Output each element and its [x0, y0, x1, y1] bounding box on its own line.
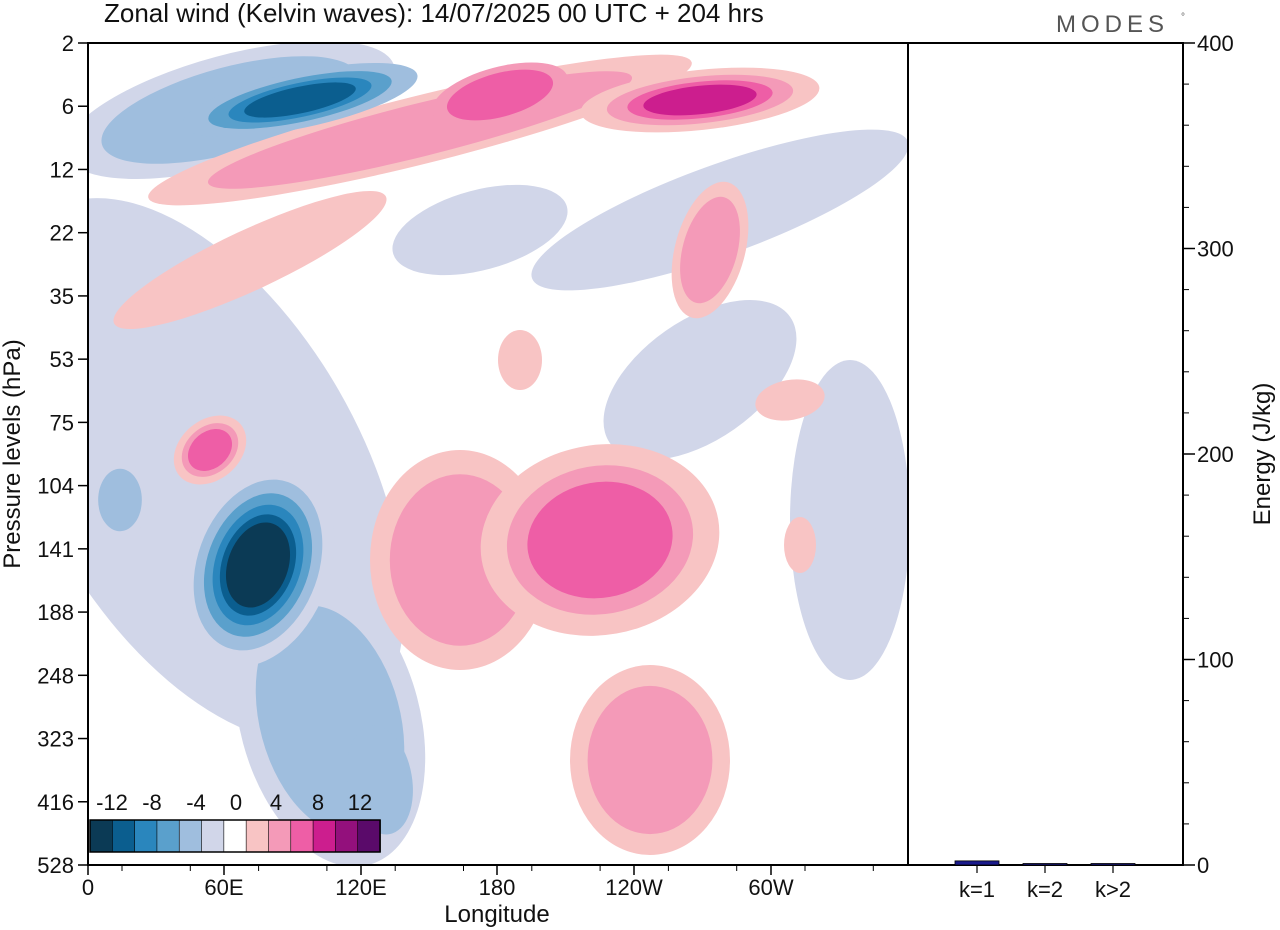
energy-tick-label: 100 — [1197, 648, 1234, 673]
colorbar-label: 12 — [348, 790, 372, 815]
colorbar-swatch — [290, 819, 314, 853]
x-tick-label: 180 — [479, 875, 516, 900]
energy-axis-label: Energy (J/kg) — [1249, 383, 1276, 526]
colorbar-swatch — [335, 819, 359, 853]
y-tick-label: 6 — [62, 94, 74, 119]
y-tick-label: 2 — [62, 31, 74, 56]
brand-logo: MODES — [1056, 11, 1169, 38]
positive-patch — [498, 330, 542, 390]
colorbar-swatch — [134, 819, 158, 853]
colorbar-swatch — [223, 819, 247, 853]
y-tick-label: 188 — [37, 600, 74, 625]
energy-bar — [1022, 863, 1068, 866]
positive-max-upper-right — [643, 84, 757, 116]
energy-tick-label: 400 — [1197, 31, 1234, 56]
negative-patch — [844, 410, 896, 530]
negative-patch-lower — [347, 725, 413, 835]
x-tick-label: 60E — [204, 875, 243, 900]
colorbar-swatch — [357, 819, 381, 853]
energy-category-label: k>2 — [1095, 877, 1131, 902]
colorbar-frame — [89, 819, 381, 853]
wind-field — [88, 43, 908, 865]
colorbar-label: -4 — [186, 790, 206, 815]
colorbar-label: -8 — [142, 790, 162, 815]
colorbar-swatch — [89, 819, 114, 853]
negative-max-upper — [244, 82, 356, 118]
x-tick-label: 120E — [335, 875, 386, 900]
x-axis-label: Longitude — [444, 901, 549, 928]
x-tick-label: 60W — [748, 875, 793, 900]
energy-category-label: k=2 — [1027, 877, 1063, 902]
positive-patch-right — [755, 379, 825, 421]
colorbar-labels: -12 -8 -4 0 4 8 12 — [96, 790, 372, 815]
colorbar-swatch — [178, 819, 203, 853]
chart-title: Zonal wind (Kelvin waves): 14/07/2025 00… — [104, 0, 764, 28]
heatmap-panel: 0 60E 120E 180 120W 60W 2 6 12 22 35 53 75 104 141 188… — [0, 31, 909, 928]
colorbar-swatch — [156, 819, 181, 853]
colorbar-swatches — [89, 819, 381, 853]
positive-max-upper — [446, 69, 554, 121]
y-axis-label: Pressure levels (hPa) — [0, 339, 26, 568]
energy-categories: k=1 k=2 k>2 — [959, 865, 1131, 902]
energy-bar — [954, 860, 1000, 866]
positive-patch — [784, 517, 816, 573]
energy-bar — [1090, 863, 1136, 866]
colorbar-label: 0 — [230, 790, 242, 815]
positive-column-right — [680, 196, 740, 304]
y-tick-label: 416 — [37, 790, 74, 815]
y-tick-label: 323 — [37, 727, 74, 752]
colorbar-swatch — [112, 819, 136, 853]
positive-stripe-mid — [113, 191, 387, 329]
positive-deep-right — [587, 685, 713, 835]
y-tick-label: 528 — [37, 853, 74, 878]
y-tick-label: 12 — [50, 157, 74, 182]
colorbar-swatch — [312, 819, 337, 853]
negative-band-center — [392, 184, 568, 276]
colorbar-swatch — [268, 819, 292, 853]
colorbar-swatch — [201, 819, 225, 853]
colorbar-label: 4 — [270, 790, 282, 815]
positive-lower-right — [527, 481, 673, 599]
energy-panel: 0 100 200 300 400 k=1 k=2 k>2 Energy (J/kg) — [907, 31, 1276, 902]
positive-small-max — [187, 429, 233, 471]
energy-tick-label: 0 — [1197, 853, 1209, 878]
energy-tick-label: 200 — [1197, 442, 1234, 467]
y-axis: 2 6 12 22 35 53 75 104 141 188 248 323 416 528 — [37, 31, 88, 878]
negative-patch-edge — [98, 468, 142, 532]
y-tick-label: 104 — [37, 474, 74, 499]
energy-category-label: k=1 — [959, 877, 995, 902]
negative-band-mid-right — [603, 300, 797, 460]
colorbar: -12 -8 -4 0 4 8 12 — [89, 790, 381, 853]
y-tick-label: 53 — [50, 347, 74, 372]
energy-tick-label: 300 — [1197, 237, 1234, 262]
colorbar-label: 8 — [312, 790, 324, 815]
colorbar-swatch — [245, 819, 270, 853]
y-tick-label: 35 — [50, 284, 74, 309]
x-axis: 0 60E 120E 180 120W 60W — [82, 865, 874, 900]
energy-axis: 0 100 200 300 400 — [1183, 31, 1234, 878]
y-tick-label: 248 — [37, 663, 74, 688]
colorbar-label: -12 — [96, 790, 128, 815]
y-tick-label: 141 — [37, 537, 74, 562]
x-tick-label: 0 — [82, 875, 94, 900]
negative-max-main — [225, 522, 291, 608]
y-tick-label: 22 — [50, 221, 74, 246]
x-tick-label: 120W — [605, 875, 663, 900]
brand-mark: ° — [1181, 12, 1190, 23]
energy-frame — [907, 42, 1184, 866]
y-tick-label: 75 — [50, 410, 74, 435]
